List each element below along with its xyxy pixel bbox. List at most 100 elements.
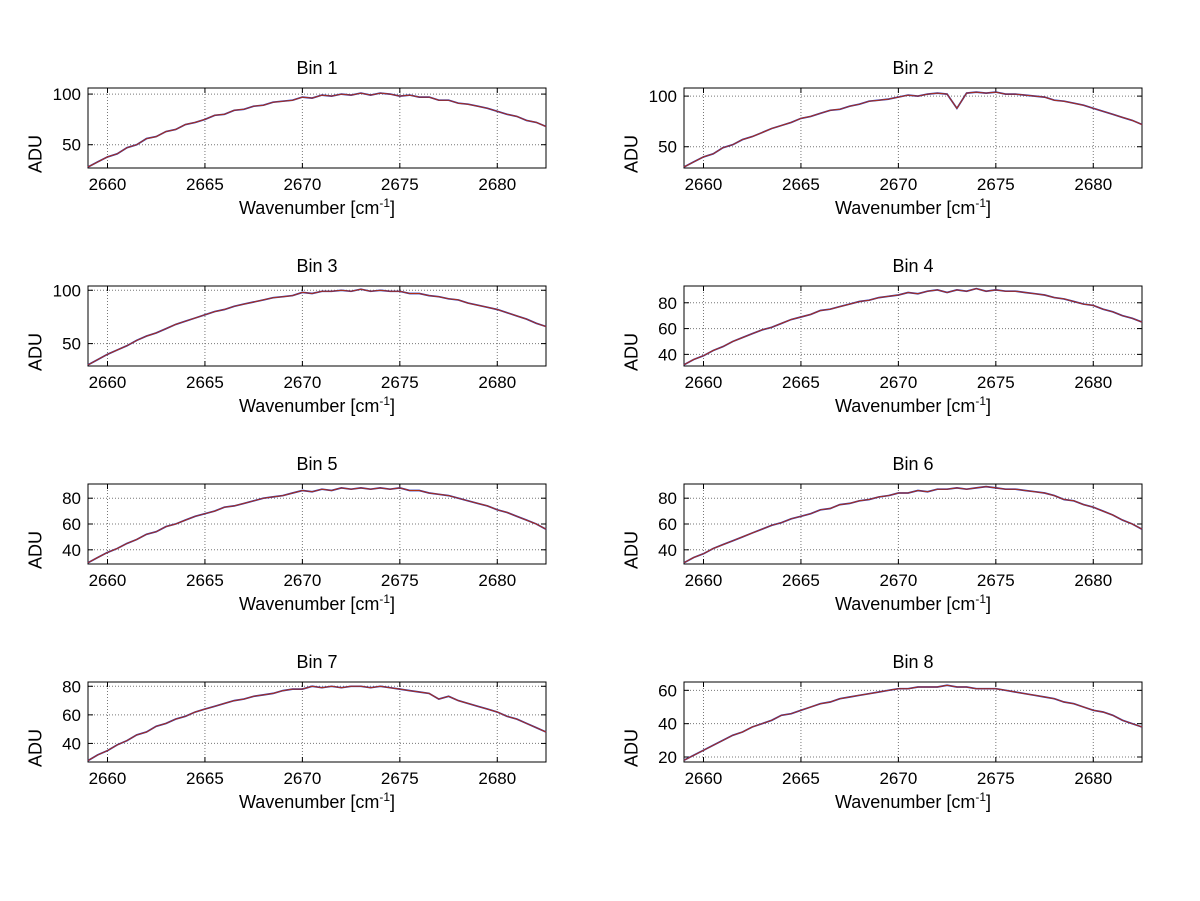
grid-lines [684,88,1142,168]
tick-marks [684,484,1142,564]
x-axis-label-close: ] [986,198,992,218]
axis-box [683,681,1143,763]
series-line-spectrum-a [87,685,547,762]
svg-text:2660: 2660 [685,175,723,194]
tick-labels: 2660 2665 2670 2675 2680 50 100 [649,87,1113,194]
x-axis-label-text: Wavenumber [cm [238,396,380,416]
x-axis-label-superscript: -1 [379,394,391,408]
svg-text:40: 40 [658,345,677,364]
plot-title: Bin 6 [892,454,934,474]
svg-text:2670: 2670 [283,175,321,194]
x-axis-label-text: Wavenumber [cm [834,792,976,812]
series-line-spectrum-a [87,288,547,366]
svg-text:40: 40 [62,541,81,560]
y-axis-label: ADU [25,530,46,570]
axis-box [87,87,547,169]
x-axis-label-close: ] [390,792,396,812]
svg-text:2660: 2660 [89,373,127,392]
tick-labels: 2660 2665 2670 2675 2680 40 60 80 [62,677,516,788]
svg-text:2675: 2675 [381,373,419,392]
axis-box [683,87,1143,169]
x-axis-label-superscript: -1 [379,790,391,804]
svg-text:2680: 2680 [478,175,516,194]
subplot-bin-1: Bin 1 ADU 2660 2665 2670 2675 2680 50 100 Wave… [0,56,560,252]
svg-text:2665: 2665 [782,373,820,392]
svg-text:100: 100 [53,85,81,104]
svg-text:40: 40 [62,734,81,753]
svg-text:2670: 2670 [879,769,917,788]
svg-text:2665: 2665 [782,769,820,788]
axis-box [87,681,547,763]
y-axis-label: ADU [25,332,46,372]
x-axis-label-close: ] [390,594,396,614]
svg-text:2660: 2660 [685,769,723,788]
plot-canvas-bin-6: 2660 2665 2670 2675 2680 40 60 80 [658,483,1143,590]
subplot-bin-8: Bin 8 ADU 2660 2665 2670 2675 2680 20 40 60 Wav… [596,650,1156,846]
y-axis-label: ADU [621,728,642,768]
x-axis-label-close: ] [986,396,992,416]
svg-text:2665: 2665 [782,571,820,590]
svg-text:2680: 2680 [478,769,516,788]
svg-text:80: 80 [62,677,81,696]
svg-text:60: 60 [62,706,81,725]
x-axis-label-superscript: -1 [975,592,987,606]
subplot-bin-6: Bin 6 ADU 2660 2665 2670 2675 2680 40 60 80 Wav… [596,452,1156,648]
svg-text:60: 60 [658,320,677,339]
svg-text:2680: 2680 [478,571,516,590]
series-line-spectrum-b [683,91,1143,168]
x-axis-label-text: Wavenumber [cm [238,792,380,812]
series-line-spectrum-a [87,92,547,168]
svg-text:2670: 2670 [283,769,321,788]
x-axis-label-superscript: -1 [379,196,391,210]
grid-lines [684,286,1142,366]
x-axis-label: Wavenumber [cm-1] [88,394,546,417]
grid-lines [88,286,546,366]
svg-text:2670: 2670 [283,571,321,590]
x-axis-label-close: ] [390,396,396,416]
svg-text:2660: 2660 [89,175,127,194]
plot-canvas-bin-8: 2660 2665 2670 2675 2680 20 40 60 [658,681,1143,788]
plot-title: Bin 1 [296,58,338,78]
grid-lines [88,682,546,762]
svg-text:40: 40 [658,541,677,560]
svg-text:2665: 2665 [186,175,224,194]
svg-text:2665: 2665 [186,373,224,392]
svg-text:2670: 2670 [879,175,917,194]
y-axis-label: ADU [621,530,642,570]
plot-canvas-bin-5: 2660 2665 2670 2675 2680 40 60 80 [62,483,547,590]
plot-title: Bin 7 [296,652,338,672]
plot-title: Bin 4 [892,256,934,276]
series-line-spectrum-a [87,487,547,564]
svg-text:2680: 2680 [1074,769,1112,788]
x-axis-label-close: ] [390,198,396,218]
plot-title: Bin 8 [892,652,934,672]
x-axis-label-text: Wavenumber [cm [238,198,380,218]
svg-text:80: 80 [658,294,677,313]
x-axis-label-close: ] [986,594,992,614]
x-axis-label: Wavenumber [cm-1] [684,790,1142,813]
svg-text:2665: 2665 [186,769,224,788]
svg-text:50: 50 [658,138,677,157]
svg-text:2660: 2660 [685,571,723,590]
svg-text:2665: 2665 [186,571,224,590]
tick-marks [88,88,546,168]
svg-text:2665: 2665 [782,175,820,194]
svg-text:2675: 2675 [381,769,419,788]
x-axis-label-text: Wavenumber [cm [834,594,976,614]
x-axis-label-text: Wavenumber [cm [834,198,976,218]
x-axis-label-text: Wavenumber [cm [238,594,380,614]
tick-marks [88,682,546,762]
tick-marks [88,286,546,366]
y-axis-label: ADU [621,332,642,372]
series-line-spectrum-b [683,288,1143,366]
svg-text:80: 80 [658,489,677,508]
x-axis-label-superscript: -1 [379,592,391,606]
svg-text:2660: 2660 [89,769,127,788]
subplot-bin-5: Bin 5 ADU 2660 2665 2670 2675 2680 40 60 80 Wav… [0,452,560,648]
svg-text:60: 60 [62,515,81,534]
svg-text:2680: 2680 [1074,571,1112,590]
x-axis-label: Wavenumber [cm-1] [88,592,546,615]
svg-text:2670: 2670 [879,571,917,590]
svg-text:2660: 2660 [685,373,723,392]
